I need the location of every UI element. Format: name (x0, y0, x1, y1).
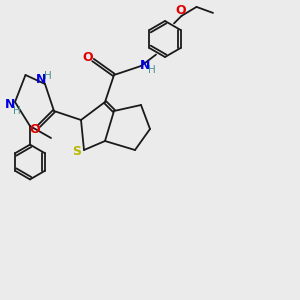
Text: H: H (44, 70, 52, 81)
Text: N: N (4, 98, 15, 112)
Text: H: H (13, 106, 20, 116)
Text: O: O (82, 51, 93, 64)
Text: S: S (72, 145, 81, 158)
Text: H: H (148, 64, 155, 75)
Text: N: N (36, 73, 46, 86)
Text: O: O (29, 123, 40, 136)
Text: N: N (140, 59, 150, 72)
Text: O: O (176, 4, 186, 17)
